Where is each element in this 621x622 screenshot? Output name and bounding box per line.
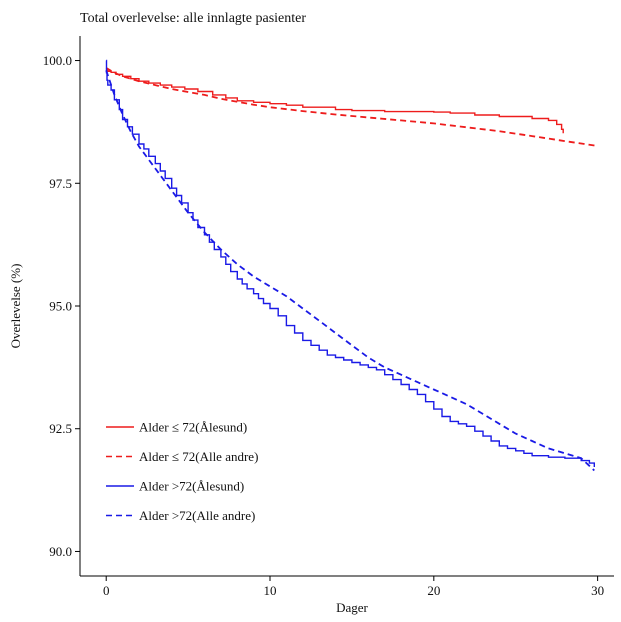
legend-label-1: Alder ≤ 72(Ålesund) [139, 420, 247, 435]
x-tick-label: 0 [103, 583, 110, 598]
legend: Alder ≤ 72(Ålesund) Alder ≤ 72(Alle andre… [106, 420, 258, 523]
y-tick-label: 100.0 [43, 53, 72, 68]
x-axis-label: Dager [336, 600, 368, 615]
y-tick-label: 97.5 [49, 176, 72, 191]
y-axis-label: Overlevelse (%) [8, 264, 23, 349]
y-tick-label: 95.0 [49, 299, 72, 314]
x-tick-label: 10 [264, 583, 277, 598]
chart-title: Total overlevelse: alle innlagte pasient… [80, 11, 306, 26]
x-tick-label: 30 [591, 583, 604, 598]
series-line-3 [105, 59, 595, 467]
y-tick-label: 90.0 [49, 544, 72, 559]
ticks: 0 10 20 30 90.0 92.5 95.0 97.5 100.0 [43, 53, 604, 598]
axes [79, 36, 614, 577]
legend-label-3: Alder >72(Ålesund) [139, 479, 244, 494]
legend-label-2: Alder ≤ 72(Alle andre) [139, 449, 258, 464]
x-tick-label: 20 [427, 583, 440, 598]
series-line-2 [105, 67, 598, 147]
series-line-4 [105, 70, 595, 472]
plot-area [105, 59, 598, 472]
series-line-1 [106, 68, 564, 134]
legend-label-4: Alder >72(Alle andre) [139, 508, 255, 523]
y-tick-label: 92.5 [49, 421, 72, 436]
